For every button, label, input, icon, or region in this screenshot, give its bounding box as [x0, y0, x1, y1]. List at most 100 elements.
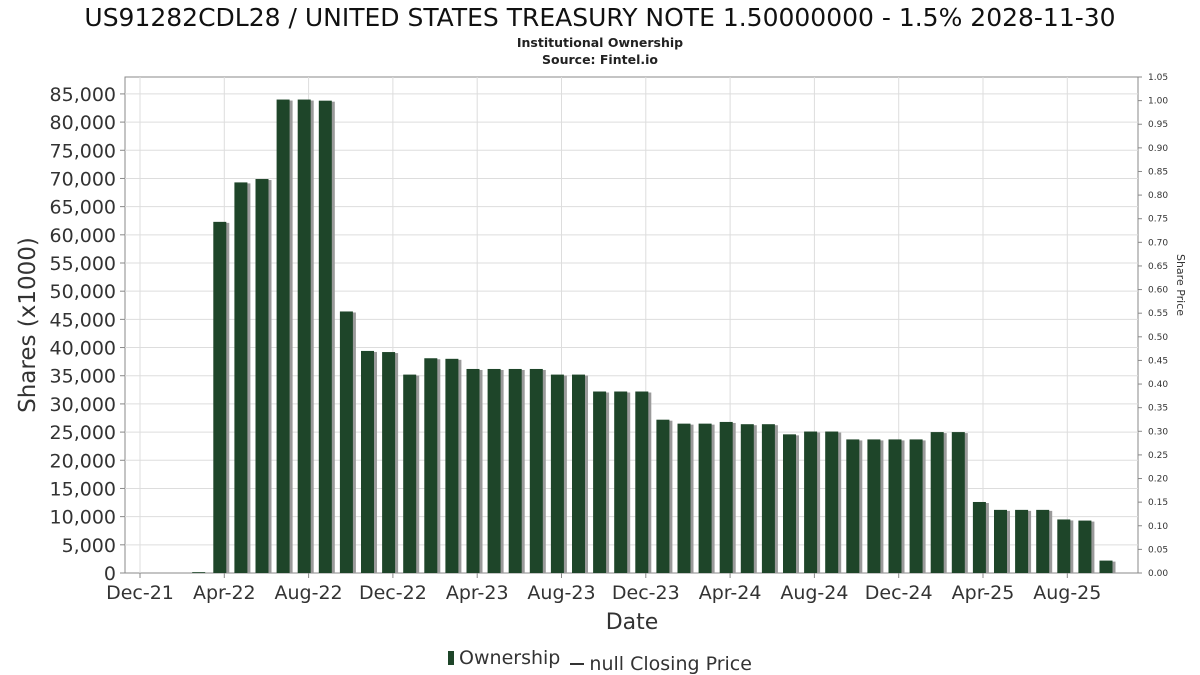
ownership-bar: [804, 431, 818, 573]
y2-tick-label: 0.35: [1148, 404, 1168, 414]
ownership-bar: [656, 419, 670, 573]
legend-item-ownership[interactable]: Ownership: [448, 647, 560, 669]
chart-source: Source: Fintel.io: [542, 52, 658, 67]
y2-tick-label: 0.70: [1148, 238, 1168, 248]
legend-label-ownership: Ownership: [459, 647, 561, 669]
x-tick-label: Dec-22: [359, 582, 427, 604]
y-tick-label: 80,000: [50, 112, 116, 134]
x-tick-label: Aug-24: [780, 582, 848, 604]
y2-tick-label: 0.60: [1148, 286, 1168, 296]
ownership-bar: [1078, 520, 1092, 573]
legend-item-closing-price[interactable]: null Closing Price: [570, 653, 752, 675]
y-tick-label: 0: [104, 563, 116, 585]
ownership-swatch-icon: [448, 651, 455, 665]
y-tick-label: 65,000: [50, 197, 116, 219]
ownership-bar: [1036, 509, 1050, 573]
ownership-bar: [972, 501, 986, 573]
ownership-bar: [445, 358, 459, 573]
ownership-bar: [550, 374, 564, 573]
ownership-bar: [318, 100, 332, 573]
ownership-bar: [192, 572, 206, 573]
y2-tick-label: 0.00: [1148, 569, 1168, 579]
y-tick-label: 20,000: [50, 450, 116, 472]
ownership-bar: [846, 439, 860, 573]
ownership-bar: [825, 431, 839, 573]
y-axis-title: Shares (x1000): [15, 237, 41, 413]
y2-tick-label: 0.80: [1148, 191, 1168, 201]
x-tick-label: Dec-23: [612, 582, 680, 604]
y2-tick-label: 1.00: [1148, 97, 1168, 107]
y2-tick-label: 0.55: [1148, 309, 1168, 319]
ownership-bar: [403, 374, 417, 573]
ownership-bar: [909, 439, 923, 573]
x-tick-label: Aug-22: [275, 582, 343, 604]
y-tick-label: 55,000: [50, 253, 116, 275]
ownership-bar: [255, 179, 269, 573]
plot-area: [124, 76, 1139, 574]
ownership-bar: [677, 423, 691, 573]
x-tick-label: Apr-25: [952, 582, 1015, 604]
ownership-bar: [487, 368, 501, 573]
ownership-bar: [213, 221, 227, 573]
y-tick-label: 15,000: [50, 478, 116, 500]
ownership-bar: [424, 358, 438, 573]
y2-tick-label: 0.20: [1148, 475, 1168, 485]
y-tick-label: 30,000: [50, 394, 116, 416]
legend-label-closing-price: null Closing Price: [589, 653, 752, 675]
y2-tick-label: 0.15: [1148, 498, 1168, 508]
y2-tick-label: 0.30: [1148, 427, 1168, 437]
y-tick-label: 25,000: [50, 422, 116, 444]
y2-tick-label: 0.65: [1148, 262, 1168, 272]
ownership-bar: [361, 350, 374, 573]
chart-subtitle: Institutional Ownership: [516, 35, 684, 50]
ownership-bar: [614, 391, 628, 573]
y-tick-label: 85,000: [50, 84, 116, 106]
ownership-bar: [888, 439, 902, 573]
y2-tick-label: 0.50: [1148, 333, 1168, 343]
y2-tick-label: 0.85: [1148, 167, 1168, 177]
ownership-bar: [1099, 560, 1113, 573]
y2-tick-label: 0.75: [1148, 215, 1168, 225]
ownership-bar: [297, 99, 311, 573]
y-tick-label: 50,000: [50, 281, 116, 303]
x-tick-label: Aug-25: [1033, 582, 1101, 604]
y2-tick-label: 0.25: [1148, 451, 1168, 461]
y2-tick-label: 0.90: [1148, 144, 1168, 154]
y2-tick-label: 1.05: [1148, 73, 1168, 83]
ownership-bar: [572, 374, 585, 573]
y2-tick-label: 0.10: [1148, 522, 1168, 532]
x-axis-title: Date: [606, 610, 659, 635]
y-tick-label: 5,000: [62, 535, 116, 557]
y2-tick-label: 0.95: [1148, 120, 1168, 130]
y-tick-label: 40,000: [50, 338, 116, 360]
y2-tick-label: 0.40: [1148, 380, 1168, 390]
ownership-bar: [783, 434, 796, 573]
ownership-bar: [234, 182, 248, 573]
y2-tick-label: 0.05: [1148, 545, 1168, 555]
ownership-bar: [276, 99, 290, 573]
ownership-bar: [1015, 509, 1029, 573]
ownership-bar: [698, 423, 712, 573]
x-tick-label: Apr-23: [446, 582, 509, 604]
ownership-bar: [867, 439, 881, 573]
ownership-bar: [930, 432, 944, 573]
y2-tick-label: 0.45: [1148, 356, 1168, 366]
x-tick-label: Aug-23: [527, 582, 595, 604]
ownership-bar: [529, 368, 543, 573]
ownership-bar: [1057, 519, 1071, 573]
y-tick-label: 60,000: [50, 225, 116, 247]
y-tick-label: 35,000: [50, 366, 116, 388]
y-tick-label: 45,000: [50, 309, 116, 331]
y2-axis-title: Share Price: [1174, 254, 1187, 316]
x-tick-label: Apr-22: [193, 582, 256, 604]
ownership-bar: [994, 509, 1007, 573]
y-tick-label: 10,000: [50, 507, 116, 529]
ownership-bar: [635, 391, 649, 573]
ownership-bar: [466, 368, 480, 573]
chart-legend: Ownership null Closing Price: [0, 647, 1200, 675]
ownership-bar: [740, 424, 754, 573]
ownership-bar: [593, 391, 607, 573]
ownership-bar: [951, 432, 965, 573]
y-tick-label: 70,000: [50, 168, 116, 190]
ownership-bar: [761, 424, 775, 573]
